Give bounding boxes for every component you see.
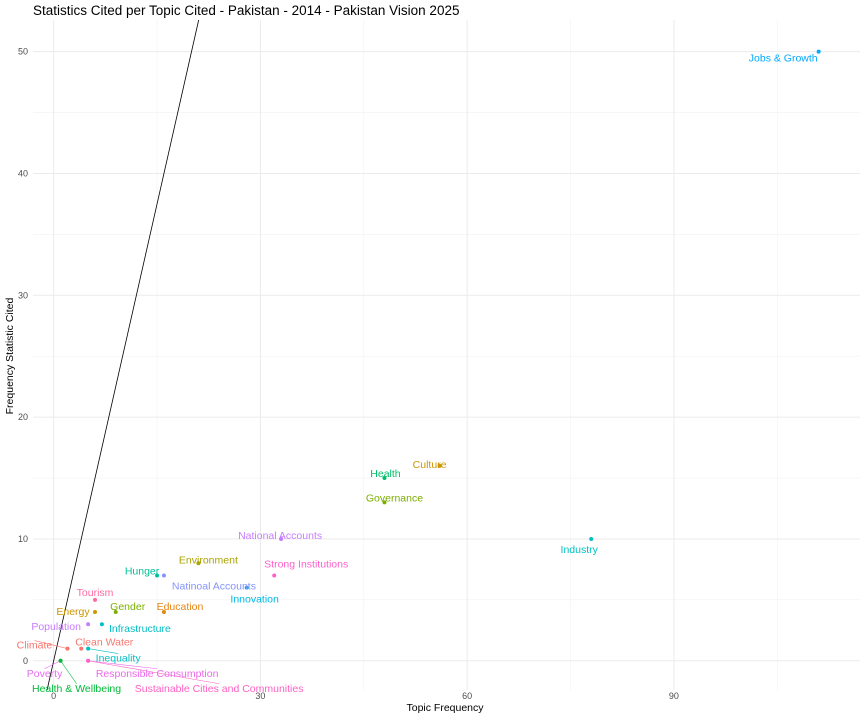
point-label: National Accounts [238, 530, 322, 542]
point-label: Inequality [96, 653, 142, 665]
data-points [58, 49, 821, 663]
axis-ticks: 0 30 60 90 0 10 20 30 40 50 [18, 47, 679, 701]
point-label: Governance [366, 492, 423, 504]
point-label: Responsible Consumption [96, 668, 219, 680]
data-point [58, 658, 63, 663]
data-point [79, 646, 84, 651]
data-point [196, 561, 201, 566]
data-point [86, 646, 91, 651]
y-tick-label: 10 [18, 534, 28, 544]
x-tick-label: 90 [669, 691, 679, 701]
point-label: Health & Wellbeing [32, 683, 121, 695]
point-label: Poverty [27, 668, 63, 680]
reference-line [46, 19, 200, 691]
grid-lines [33, 20, 860, 690]
y-axis-label: Frequency Statistic Cited [4, 297, 16, 415]
data-point [93, 610, 98, 615]
data-point [93, 597, 98, 602]
label-leader-line [44, 660, 61, 670]
point-label: Population [31, 621, 81, 633]
point-label: Hunger [125, 565, 160, 577]
data-point [86, 622, 91, 627]
reference-line-group [46, 19, 200, 691]
data-point [816, 49, 821, 54]
point-label: Natinoal Accounts [172, 580, 256, 592]
point-label: Environment [179, 554, 238, 566]
data-point [589, 536, 594, 541]
point-label: Gender [110, 601, 146, 613]
data-point [382, 476, 387, 481]
chart-title: Statistics Cited per Topic Cited - Pakis… [33, 3, 460, 18]
data-point [161, 573, 166, 578]
x-axis-label: Topic Frequency [406, 702, 484, 714]
point-label: Jobs & Growth [749, 53, 818, 65]
point-label: Sustainable Cities and Communities [135, 683, 304, 695]
x-tick-label: 30 [255, 691, 265, 701]
data-point [272, 573, 277, 578]
x-tick-label: 60 [462, 691, 472, 701]
label-leader-line [34, 640, 68, 649]
data-point [155, 573, 160, 578]
label-leader-lines [34, 640, 220, 685]
point-label: Education [157, 601, 204, 613]
data-point [437, 463, 442, 468]
y-tick-label: 0 [23, 656, 28, 666]
point-label: Climate [17, 640, 53, 652]
data-point [244, 585, 249, 590]
data-point [382, 500, 387, 505]
label-leader-line [88, 660, 220, 685]
point-label: Infrastructure [109, 623, 171, 635]
label-leader-line [88, 660, 158, 670]
data-point [113, 610, 118, 615]
point-label: Strong Institutions [264, 558, 348, 570]
label-leader-line [88, 648, 119, 654]
point-label: Health [370, 468, 401, 480]
data-point [99, 622, 104, 627]
data-point [161, 610, 166, 615]
y-tick-label: 30 [18, 290, 28, 300]
y-tick-label: 20 [18, 412, 28, 422]
data-point [86, 658, 91, 663]
data-point [65, 646, 70, 651]
y-tick-label: 50 [18, 47, 28, 57]
point-label: Energy [56, 606, 90, 618]
y-tick-label: 40 [18, 168, 28, 178]
point-label: Culture [413, 459, 447, 471]
data-point [279, 536, 284, 541]
label-leader-line [60, 660, 77, 684]
point-label: Clean Water [75, 637, 133, 649]
point-labels: Jobs & Growth Culture Health Governance Indu… [17, 53, 818, 695]
point-label: Industry [561, 544, 599, 556]
point-label: Innovation [230, 594, 279, 606]
x-tick-label: 0 [51, 691, 56, 701]
point-label: Tourism [77, 587, 114, 599]
